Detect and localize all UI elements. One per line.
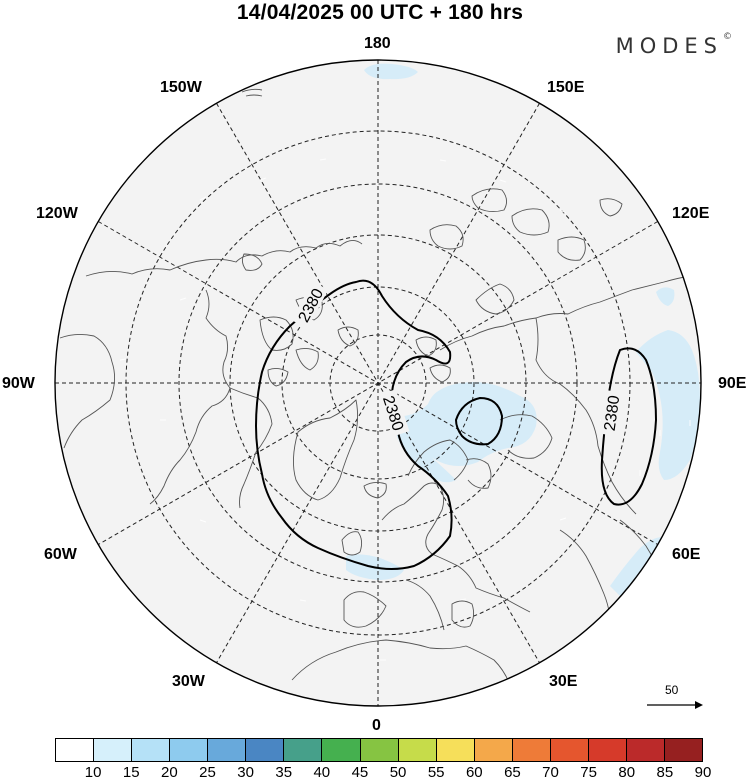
colorbar-swatch (284, 739, 323, 761)
colorbar-tick-label: 80 (618, 764, 636, 781)
colorbar-tick-label: 75 (580, 764, 597, 781)
globe-interior (55, 60, 701, 706)
colorbar-swatch (474, 739, 513, 761)
lon-label-150w: 150W (160, 79, 202, 96)
colorbar-tick-label: 35 (275, 764, 293, 781)
lon-label-150e: 150E (547, 79, 585, 96)
colorbar-tick-label: 90 (694, 764, 712, 781)
colorbar-ticks: 10 15 20 25 30 35 40 45 50 55 60 65 70 75 80 85 90 (55, 764, 712, 782)
colorbar-tick-label: 60 (465, 764, 483, 781)
colorbar-swatch (56, 739, 95, 761)
lon-label-180: 180 (364, 35, 391, 52)
lon-label-30e: 30E (549, 673, 578, 690)
colorbar-tick-label: 30 (237, 764, 254, 781)
lon-label-60e: 60E (672, 546, 701, 563)
colorbar-swatch (360, 739, 399, 761)
colorbar-tick-label: 85 (656, 764, 674, 781)
reference-vector-label: 50 (665, 683, 679, 697)
colorbar-tick-label: 25 (199, 764, 216, 781)
contour-label-group: 2380 2380 2380 (291, 281, 624, 437)
meridians (55, 60, 701, 706)
lon-label-30w: 30W (172, 673, 205, 690)
reference-vector (647, 701, 703, 709)
lon-label-120e: 120E (672, 205, 710, 222)
colorbar-swatch (246, 739, 285, 761)
copyright-mark: © (723, 32, 732, 42)
colorbar-swatch (132, 739, 171, 761)
colorbar-swatch (626, 739, 665, 761)
colorbar-swatch (208, 739, 247, 761)
colorbar-swatch (436, 739, 475, 761)
colorbar-tick-label: 65 (504, 764, 521, 781)
colorbar-tick-label: 55 (427, 764, 445, 781)
colorbar-tick-label: 40 (313, 764, 331, 781)
contour-barents (454, 396, 504, 446)
colorbar-swatch (170, 739, 209, 761)
brand-name: MODES (615, 34, 723, 58)
modes-logo: MODES© (615, 32, 732, 58)
lon-label-90e: 90E (718, 375, 747, 392)
colorbar-swatch (94, 739, 133, 761)
colorbar-tick-label: 50 (389, 764, 407, 781)
colorbar-tick-label: 45 (351, 764, 369, 781)
colorbar-swatch (398, 739, 437, 761)
colorbar-swatch (550, 739, 589, 761)
contour-label: 2380 (602, 394, 624, 432)
colorbar-tick-label: 20 (161, 764, 178, 781)
wind-speed-shading (346, 63, 700, 596)
lon-label-0: 0 (372, 717, 381, 734)
wind-vectors (119, 158, 691, 661)
lon-label-120w: 120W (36, 205, 78, 222)
colorbar-swatch (665, 739, 703, 761)
map-title: 14/04/2025 00 UTC + 180 hrs (236, 1, 524, 24)
colorbar-tick-label: 15 (122, 764, 140, 781)
colorbar-tick-label: 70 (542, 764, 559, 781)
lon-label-60w: 60W (44, 546, 77, 563)
colorbar (55, 738, 703, 762)
globe-outline (54, 59, 702, 707)
colorbar-swatch (588, 739, 627, 761)
contour-arctic (254, 279, 453, 570)
colorbar-tick-label: 10 (84, 764, 102, 781)
colorbar-swatch (322, 739, 361, 761)
colorbar-swatch (512, 739, 551, 761)
lon-label-90w: 90W (2, 375, 35, 392)
